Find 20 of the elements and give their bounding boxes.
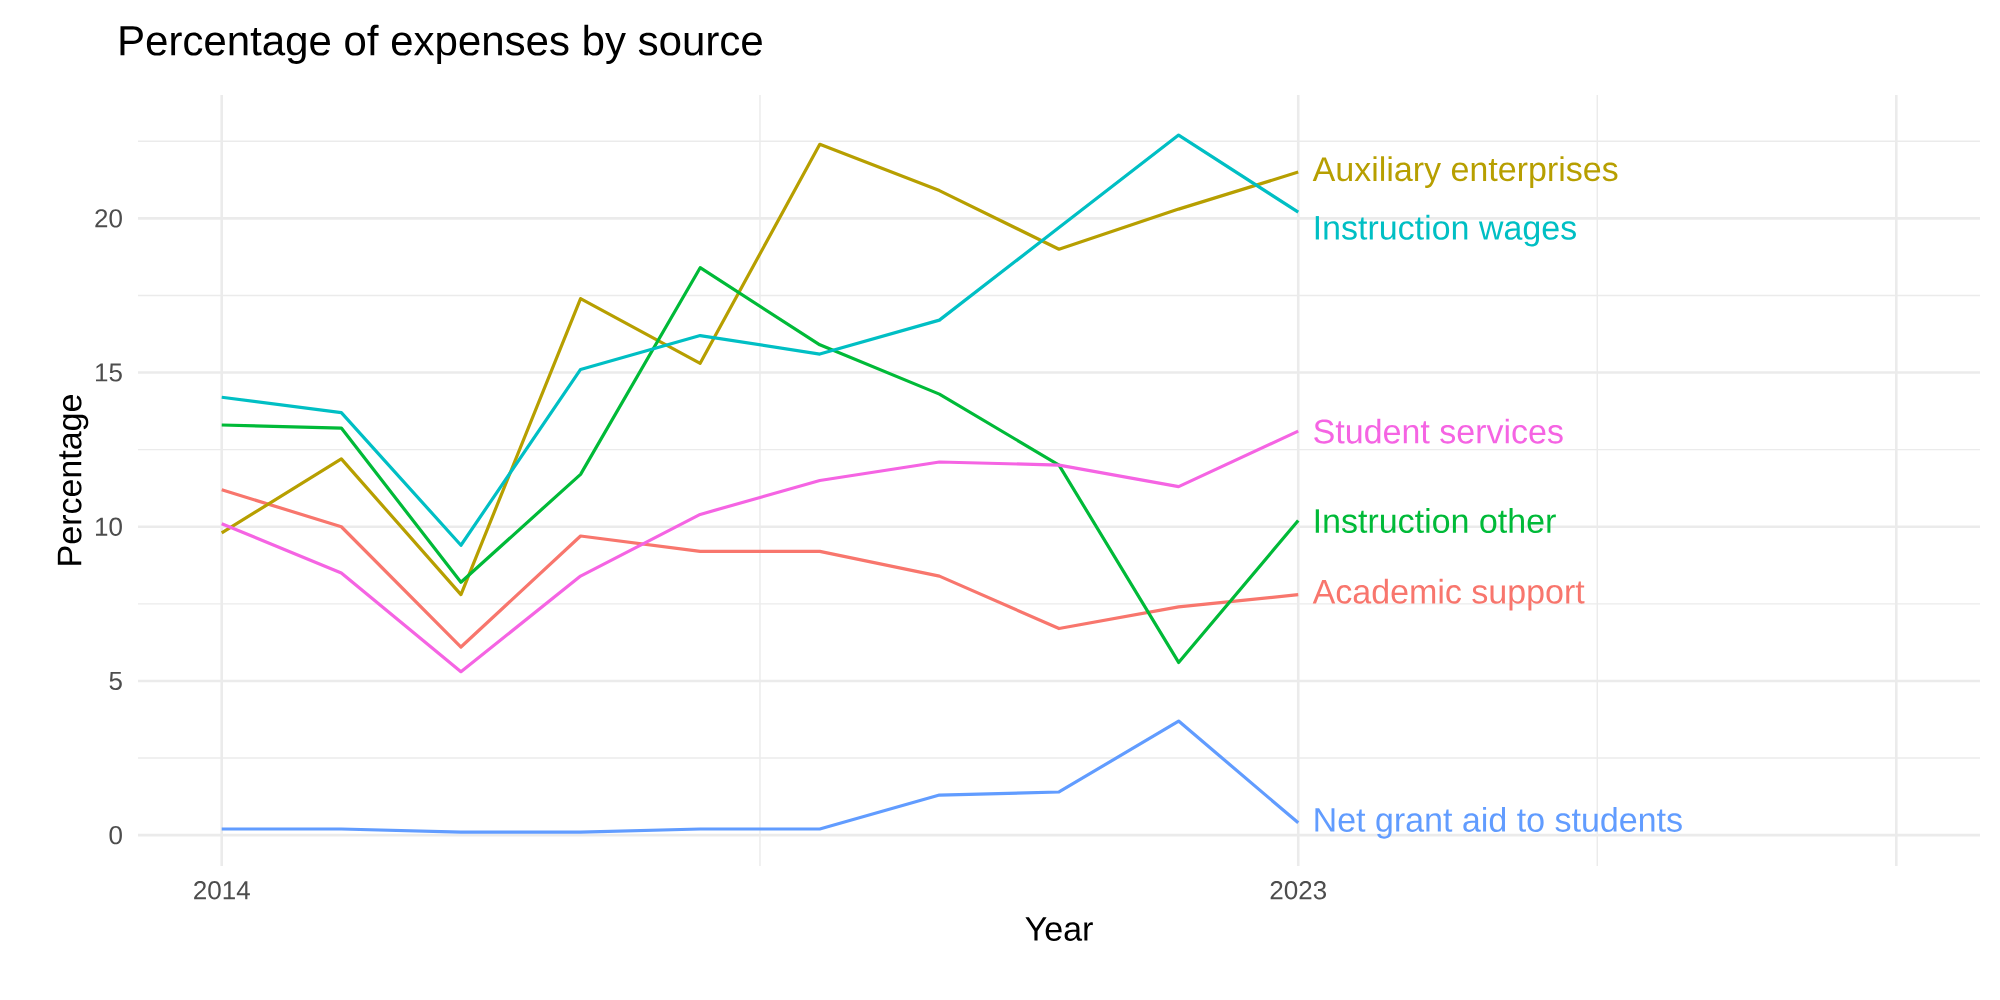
line-series xyxy=(220,488,1300,649)
x-tick-label: 2023 xyxy=(1270,881,1327,900)
x-tick-label: 2014 xyxy=(194,881,250,900)
series-label: Instruction other xyxy=(1315,508,1556,534)
series-label: Net grant aid to students xyxy=(1315,806,1682,839)
line-series xyxy=(220,429,1300,674)
series-label: Auxiliary enterprises xyxy=(1312,156,1618,188)
chart-title: Percentage of expenses by source xyxy=(120,24,762,64)
y-axis-title: Percentage xyxy=(57,395,89,565)
series-label: Student services xyxy=(1314,418,1563,444)
line-series xyxy=(220,266,1300,665)
series-label: Instruction wages xyxy=(1315,214,1576,247)
y-tick-label: 0 xyxy=(109,825,122,845)
y-tick-label: 5 xyxy=(109,671,122,691)
y-tick-label: 20 xyxy=(95,209,122,228)
series-label: Academic support xyxy=(1312,578,1585,611)
line-series xyxy=(220,719,1300,834)
x-axis-title: Year xyxy=(1025,917,1093,941)
y-tick-label: 10 xyxy=(95,517,122,536)
y-tick-label: 15 xyxy=(95,363,122,382)
